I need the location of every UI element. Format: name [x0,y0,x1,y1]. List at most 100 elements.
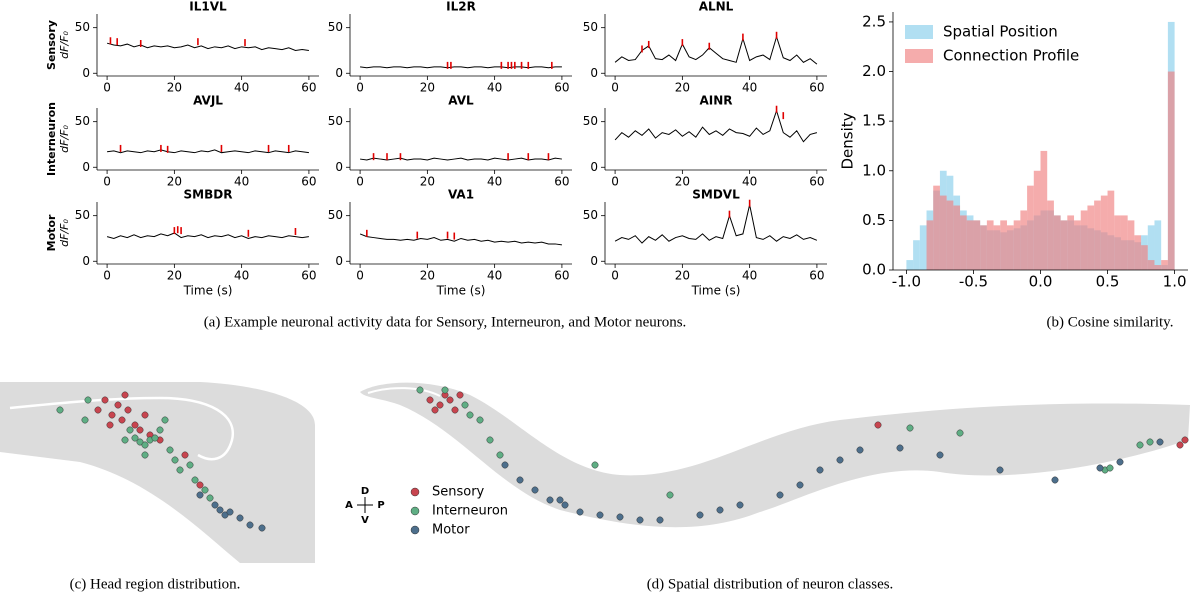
neuron-point [576,508,584,516]
neuron-point [106,421,114,429]
legend-label: Interneuron [432,504,508,519]
neuron-point [136,438,144,446]
trace [359,233,562,246]
neuron-point [716,506,724,514]
neuron-point [591,461,599,469]
histogram-bar [1080,210,1088,270]
neuron-point [936,451,944,459]
neuron-point [426,396,434,404]
neuron-point [141,411,149,419]
x-tick-label: 40 [742,81,757,95]
x-tick-label: 20 [167,81,182,95]
neuron-point [561,501,569,509]
head-outline [9,396,235,461]
caption: (b) Cosine similarity. [1047,314,1174,330]
neuron-point [84,396,92,404]
neuron-point [636,516,644,524]
neuron-point [131,434,139,442]
histogram-bar [1033,170,1041,270]
compass-label: D [361,486,369,497]
neuron-point [836,456,844,464]
neuron-point [226,508,234,516]
chart-title: AVJL [193,94,223,108]
neuron-point [441,386,449,394]
y-tick-label: 0 [82,160,90,174]
neuron-point [546,496,554,504]
neuron-point [94,406,102,414]
y-tick-label: 0 [82,66,90,80]
x-tick-label: 40 [487,269,502,283]
neuron-point [696,511,704,519]
compass-label: V [361,515,369,526]
neuron-point [161,416,169,424]
histogram-bar [939,195,947,270]
x-tick-label: 40 [487,175,502,189]
histogram-bar [913,240,920,270]
neuron-point [1136,441,1144,449]
neuron-point [176,466,184,474]
y-tick-label: 0 [82,254,90,268]
neuron-point [436,401,444,409]
histogram-bar [960,215,967,270]
y-axis-label: dF/F₀ [58,219,71,247]
chart-title: SMDVL [692,188,740,202]
histogram-bar [926,220,934,270]
x-tick-label: 20 [420,269,435,283]
histogram-bar [906,260,914,270]
compass-label: A [345,500,353,511]
x-tick-label: 60 [554,81,569,95]
neuron-point [596,511,604,519]
y-tick-label: 0.5 [862,211,886,229]
neuron-point [141,441,149,449]
neuron-point [816,466,824,474]
neuron-point [466,411,474,419]
histogram-bar [1013,220,1021,270]
histogram-bar [1154,265,1162,270]
y-tick-label: 50 [583,114,598,128]
legend-label: Motor [432,523,470,538]
row-label: Motor [45,214,58,251]
x-tick-label: 60 [301,175,316,189]
neuron-point [1116,458,1124,466]
x-tick-label: 0 [356,269,364,283]
neuron-point [656,516,664,524]
y-tick-label: 0 [335,66,343,80]
x-tick-label: -0.5 [959,273,988,291]
neuron-point [531,486,539,494]
y-tick-label: 0 [335,160,343,174]
neuron-point [1176,441,1184,449]
trace [614,204,818,244]
x-tick-label: 40 [234,175,249,189]
neuron-point [156,426,164,434]
x-tick-label: 60 [809,81,824,95]
legend-label: Connection Profile [943,47,1079,65]
neuron-point [1106,464,1114,472]
x-tick-label: 0.0 [1029,273,1053,291]
x-tick-label: -1.0 [892,273,921,291]
neuron-point [431,406,439,414]
x-tick-label: 60 [554,269,569,283]
y-tick-label: 0 [590,66,598,80]
x-tick-label: 0 [611,81,619,95]
x-tick-label: 20 [167,175,182,189]
histogram-bar [1027,185,1034,270]
x-tick-label: 60 [809,269,824,283]
legend-label: Sensory [432,485,485,500]
histogram-bar [973,220,981,270]
histogram-bar [1107,190,1115,270]
y-axis-label: Density [839,112,857,169]
x-tick-label: 20 [167,269,182,283]
y-tick-label: 50 [328,20,343,34]
neuron-point [956,429,964,437]
neuron-point [101,396,109,404]
legend-swatch [905,49,933,63]
y-axis-label: dF/F₀ [58,31,71,59]
x-tick-label: 0 [611,175,619,189]
histogram-bar [1141,245,1148,270]
neuron-point [1096,464,1104,472]
x-tick-label: 20 [675,175,690,189]
neuron-point [1181,436,1189,444]
neuron-point [108,411,116,419]
x-tick-label: 1.0 [1163,273,1187,291]
